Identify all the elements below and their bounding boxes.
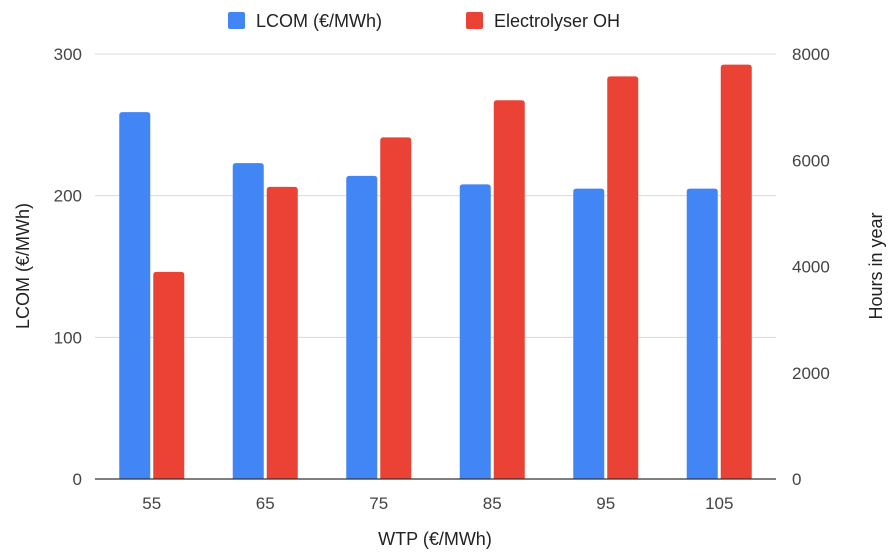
bar-electrolyser-oh-105	[720, 64, 752, 479]
bar-lcom-95	[573, 188, 605, 480]
bar-lcom-55	[119, 112, 151, 479]
bar-electrolyser-oh-75	[380, 137, 412, 479]
legend-swatch-electrolyser-oh	[466, 12, 483, 29]
bar-lcom-105	[686, 188, 718, 480]
x-tick-label: 95	[596, 494, 615, 513]
y-tick-label-left: 100	[54, 328, 82, 347]
bar-electrolyser-oh-65	[266, 186, 298, 479]
x-tick-label: 55	[142, 494, 161, 513]
x-tick-label: 85	[483, 494, 502, 513]
y-tick-label-right: 4000	[792, 258, 830, 277]
y-axis-title-left: LCOM (€/MWh)	[13, 203, 33, 329]
legend-swatch-lcom	[228, 12, 245, 29]
y-axis-title-right: Hours in year	[866, 212, 886, 319]
x-tick-label: 105	[705, 494, 733, 513]
y-tick-label-left: 0	[73, 470, 82, 489]
legend-label-lcom: LCOM (€/MWh)	[256, 11, 382, 31]
y-tick-label-right: 6000	[792, 151, 830, 170]
y-tick-label-right: 0	[792, 470, 801, 489]
legend: LCOM (€/MWh) Electrolyser OH	[228, 11, 620, 31]
x-tick-label: 65	[256, 494, 275, 513]
bar-electrolyser-oh-55	[153, 271, 185, 479]
y-tick-label-left: 200	[54, 187, 82, 206]
legend-label-electrolyser-oh: Electrolyser OH	[494, 11, 620, 31]
gridlines	[95, 53, 776, 338]
bars	[119, 64, 752, 480]
x-axis-title: WTP (€/MWh)	[378, 529, 492, 549]
bar-lcom-75	[346, 175, 378, 480]
tick-labels: 0 100 200 300 0 2000 4000 6000 8000 55 65 75 85 95 105	[54, 45, 830, 513]
bar-lcom-85	[459, 184, 491, 480]
bar-lcom-65	[232, 163, 264, 480]
y-tick-label-right: 2000	[792, 364, 830, 383]
bar-electrolyser-oh-85	[493, 100, 525, 479]
bar-electrolyser-oh-95	[607, 76, 639, 479]
y-tick-label-left: 300	[54, 45, 82, 64]
x-tick-label: 75	[369, 494, 388, 513]
y-tick-label-right: 8000	[792, 45, 830, 64]
